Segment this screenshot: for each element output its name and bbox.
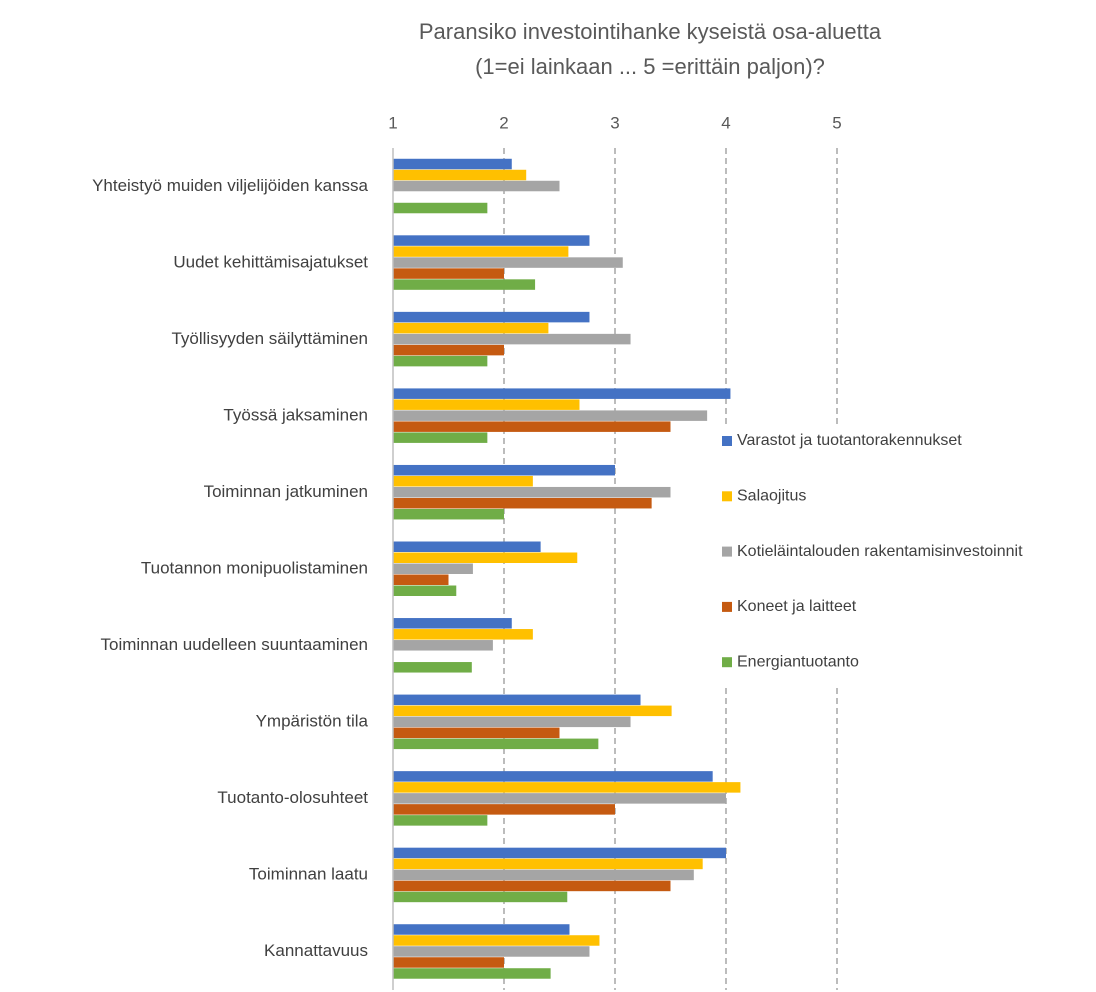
bar [393, 322, 549, 334]
bar [393, 957, 504, 968]
bar [393, 180, 560, 192]
x-tick-label: 2 [499, 113, 508, 132]
bar [393, 421, 671, 432]
bar [393, 158, 512, 170]
category-label: Uudet kehittämisajatukset [173, 252, 368, 271]
category-label: Ympäristön tila [256, 712, 369, 731]
legend-swatch [722, 601, 732, 612]
bar [393, 924, 570, 935]
category-label: Toiminnan laatu [249, 865, 368, 884]
legend-swatch [722, 657, 732, 668]
legend-label: Varastot ja tuotantorakennukset [737, 432, 962, 449]
bar [393, 268, 504, 279]
bar [393, 705, 672, 717]
bar [393, 497, 652, 509]
bar [393, 574, 449, 585]
chart-title: Paransiko investointihanke kyseistä osa-… [419, 19, 882, 44]
bar [393, 935, 600, 946]
bar [393, 399, 580, 410]
bar [393, 585, 457, 596]
bar [393, 333, 631, 345]
bar [393, 640, 493, 651]
legend-label: Kotieläintalouden rakentamisinvestoinnit [737, 543, 1023, 560]
legend-background [714, 425, 1094, 687]
bar [393, 716, 631, 728]
bar [393, 968, 551, 979]
bar [393, 858, 703, 870]
bar [393, 279, 536, 290]
legend-label: Salaojitus [737, 488, 806, 505]
bar [393, 541, 541, 552]
category-label: Toiminnan jatkuminen [204, 482, 368, 501]
legend-label: Koneet ja laitteet [737, 598, 857, 615]
bar [393, 869, 694, 881]
category-label: Kannattavuus [264, 941, 368, 960]
bar [393, 847, 726, 859]
bar [393, 235, 590, 246]
category-label: Toiminnan uudelleen suuntaaminen [101, 635, 368, 654]
bar [393, 946, 590, 957]
bar [393, 694, 641, 706]
bar [393, 563, 473, 574]
legend-swatch [722, 491, 732, 502]
category-label: Työllisyyden säilyttäminen [171, 329, 368, 348]
bar [393, 432, 488, 443]
bar [393, 344, 504, 356]
chart-subtitle: (1=ei lainkaan ... 5 =erittäin paljon)? [475, 54, 825, 79]
bar [393, 475, 533, 487]
bar [393, 257, 623, 268]
bar [393, 618, 512, 629]
x-tick-label: 1 [388, 113, 397, 132]
bar [393, 738, 599, 750]
bar [393, 662, 472, 673]
bar [393, 410, 708, 421]
bar [393, 793, 726, 804]
category-label: Tuotannon monipuolistaminen [141, 558, 368, 577]
category-label: Yhteistyö muiden viljelijöiden kanssa [92, 176, 368, 195]
bar [393, 880, 671, 892]
category-label: Tuotanto-olosuhteet [217, 788, 368, 807]
legend-swatch [722, 436, 732, 446]
x-tick-label: 4 [721, 113, 730, 132]
bar [393, 552, 578, 563]
bar [393, 891, 568, 903]
bar [393, 311, 590, 323]
bar [393, 169, 527, 181]
x-tick-label: 5 [832, 113, 841, 132]
x-tick-label: 3 [610, 113, 619, 132]
category-label: Työssä jaksaminen [223, 405, 368, 424]
bar [393, 202, 488, 214]
bar [393, 782, 741, 793]
bar [393, 246, 569, 257]
bar [393, 804, 615, 815]
bar [393, 771, 713, 782]
bar [393, 727, 560, 739]
bar [393, 486, 671, 498]
bar [393, 629, 533, 640]
legend-label: Energiantuotanto [737, 653, 859, 670]
legend-swatch [722, 546, 732, 557]
bar [393, 815, 488, 826]
bar [393, 464, 615, 476]
bar [393, 355, 488, 367]
bar [393, 388, 731, 399]
bar [393, 508, 504, 520]
